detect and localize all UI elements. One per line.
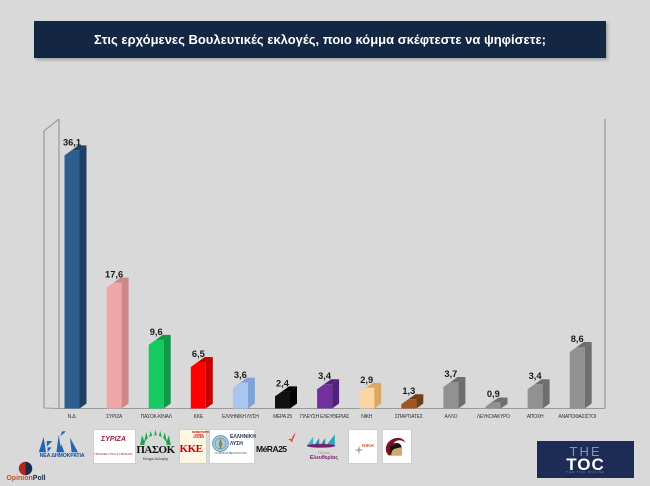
svg-text:1,3: 1,3 bbox=[402, 386, 415, 396]
svg-text:ΛΕΥΚΟ/ΑΚΥΡΟ: ΛΕΥΚΟ/ΑΚΥΡΟ bbox=[477, 414, 510, 420]
svg-text:8,6: 8,6 bbox=[571, 334, 584, 344]
svg-text:0,9: 0,9 bbox=[487, 389, 500, 399]
svg-text:ΚΚΕ: ΚΚΕ bbox=[194, 414, 204, 420]
svg-text:17,6: 17,6 bbox=[105, 270, 123, 280]
svg-text:ΑΠΟΧΗ: ΑΠΟΧΗ bbox=[527, 414, 544, 420]
svg-text:9,6: 9,6 bbox=[150, 327, 163, 337]
svg-text:ΕΛΛΗΝΙΚΗ ΛΥΣΗ: ΕΛΛΗΝΙΚΗ ΛΥΣΗ bbox=[222, 414, 259, 420]
svg-text:36,1: 36,1 bbox=[63, 137, 81, 147]
svg-text:3,6: 3,6 bbox=[234, 370, 247, 380]
svg-text:ΑΛΛΟ: ΑΛΛΟ bbox=[444, 414, 457, 420]
svg-text:2,4: 2,4 bbox=[276, 378, 290, 388]
svg-text:2,9: 2,9 bbox=[360, 375, 373, 385]
svg-text:ΜΕΡΑ 25: ΜΕΡΑ 25 bbox=[273, 414, 292, 420]
svg-text:3,4: 3,4 bbox=[318, 371, 332, 381]
svg-text:ΣΥΡΙΖΑ: ΣΥΡΙΖΑ bbox=[106, 414, 123, 420]
svg-text:ΣΠΑΡΤΙΑΤΕΣ: ΣΠΑΡΤΙΑΤΕΣ bbox=[395, 414, 423, 420]
svg-text:3,7: 3,7 bbox=[444, 369, 457, 379]
svg-text:3,4: 3,4 bbox=[529, 371, 543, 381]
svg-text:ΠΑΣΟΚ-ΚΙΝΑΛ: ΠΑΣΟΚ-ΚΙΝΑΛ bbox=[141, 414, 173, 420]
svg-text:ΠΛΕΥΣΗ ΕΛΕΥΘΕΡΙΑΣ: ΠΛΕΥΣΗ ΕΛΕΥΘΕΡΙΑΣ bbox=[300, 414, 349, 420]
svg-text:6,5: 6,5 bbox=[192, 349, 205, 359]
svg-text:ΝΙΚΗ: ΝΙΚΗ bbox=[361, 414, 373, 420]
svg-text:ΑΝΑΠΟΦΑΣΙΣΤΟΙ: ΑΝΑΠΟΦΑΣΙΣΤΟΙ bbox=[558, 414, 596, 420]
svg-text:Ν.Δ.: Ν.Δ. bbox=[68, 414, 77, 420]
